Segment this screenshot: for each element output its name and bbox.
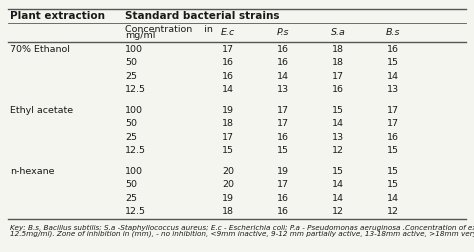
- Text: 25: 25: [125, 133, 137, 142]
- Text: 15: 15: [332, 167, 344, 176]
- Text: 15: 15: [222, 146, 234, 155]
- Text: 12.5: 12.5: [125, 207, 146, 216]
- Text: mg/ml: mg/ml: [125, 32, 155, 41]
- Text: 18: 18: [332, 45, 344, 54]
- Text: 16: 16: [277, 45, 289, 54]
- Text: 16: 16: [222, 72, 234, 81]
- Text: 13: 13: [387, 85, 399, 94]
- Text: P.s: P.s: [277, 28, 289, 37]
- Text: Ethyl acetate: Ethyl acetate: [10, 106, 73, 115]
- Text: 18: 18: [332, 58, 344, 68]
- Text: 50: 50: [125, 58, 137, 68]
- Text: 25: 25: [125, 194, 137, 203]
- Text: 16: 16: [332, 85, 344, 94]
- Text: 14: 14: [332, 119, 344, 129]
- Text: 100: 100: [125, 167, 143, 176]
- Text: 14: 14: [332, 194, 344, 203]
- Text: 19: 19: [277, 167, 289, 176]
- Text: 15: 15: [332, 106, 344, 115]
- Text: B.s: B.s: [386, 28, 400, 37]
- Text: 17: 17: [277, 119, 289, 129]
- Text: Plant extraction: Plant extraction: [10, 11, 105, 21]
- Text: Key: B.s, Bacillus subtilis; S.a -Staphyllococcus aureus; E.c - Escherichia coli: Key: B.s, Bacillus subtilis; S.a -Staphy…: [10, 224, 474, 231]
- Text: 16: 16: [277, 133, 289, 142]
- Text: 16: 16: [222, 58, 234, 68]
- Text: 16: 16: [387, 133, 399, 142]
- Text: 12: 12: [332, 207, 344, 216]
- Text: 100: 100: [125, 106, 143, 115]
- Text: 14: 14: [332, 180, 344, 190]
- Text: 16: 16: [277, 58, 289, 68]
- Text: 17: 17: [332, 72, 344, 81]
- Text: 17: 17: [277, 180, 289, 190]
- Text: 12.5: 12.5: [125, 146, 146, 155]
- Text: 17: 17: [387, 106, 399, 115]
- Text: 12: 12: [387, 207, 399, 216]
- Text: 19: 19: [222, 194, 234, 203]
- Text: 12.5: 12.5: [125, 85, 146, 94]
- Text: n-hexane: n-hexane: [10, 167, 55, 176]
- Text: 12: 12: [332, 146, 344, 155]
- Text: 20: 20: [222, 180, 234, 190]
- Text: 17: 17: [277, 106, 289, 115]
- Text: 17: 17: [222, 45, 234, 54]
- Text: 18: 18: [222, 119, 234, 129]
- Text: 17: 17: [387, 119, 399, 129]
- Text: 19: 19: [222, 106, 234, 115]
- Text: 16: 16: [387, 45, 399, 54]
- Text: 16: 16: [277, 207, 289, 216]
- Text: Standard bacterial strains: Standard bacterial strains: [125, 11, 280, 21]
- Text: 14: 14: [387, 72, 399, 81]
- Text: 50: 50: [125, 180, 137, 190]
- Text: E.c: E.c: [221, 28, 235, 37]
- Text: 50: 50: [125, 119, 137, 129]
- Text: 17: 17: [222, 133, 234, 142]
- Text: 20: 20: [222, 167, 234, 176]
- Text: 100: 100: [125, 45, 143, 54]
- Text: 13: 13: [332, 133, 344, 142]
- Text: 14: 14: [277, 72, 289, 81]
- Text: 14: 14: [222, 85, 234, 94]
- Text: 15: 15: [387, 180, 399, 190]
- Text: 16: 16: [277, 194, 289, 203]
- Text: 15: 15: [387, 58, 399, 68]
- Text: 70% Ethanol: 70% Ethanol: [10, 45, 70, 54]
- Text: 14: 14: [387, 194, 399, 203]
- Text: S.a: S.a: [330, 28, 346, 37]
- Text: 12.5mg/ml). Zone of inhibition in (mm), - no inhibition, <9mm inactive, 9-12 mm : 12.5mg/ml). Zone of inhibition in (mm), …: [10, 231, 474, 237]
- Text: Concentration    in: Concentration in: [125, 24, 213, 34]
- Text: 15: 15: [277, 146, 289, 155]
- Text: 13: 13: [277, 85, 289, 94]
- Text: 15: 15: [387, 146, 399, 155]
- Text: 18: 18: [222, 207, 234, 216]
- Text: 25: 25: [125, 72, 137, 81]
- Text: 15: 15: [387, 167, 399, 176]
